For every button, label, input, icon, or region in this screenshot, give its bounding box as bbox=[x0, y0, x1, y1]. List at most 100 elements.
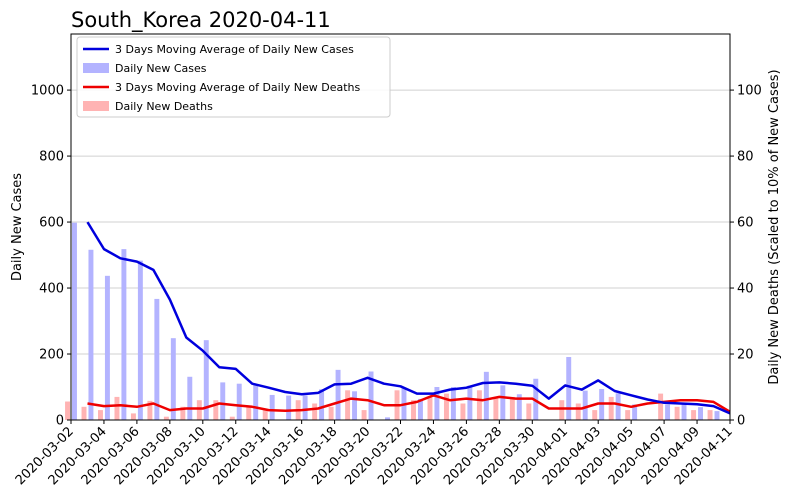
legend-label-cases: Daily New Cases bbox=[115, 62, 207, 75]
bar-daily-new-cases bbox=[253, 384, 259, 420]
bar-daily-new-cases bbox=[368, 371, 374, 420]
bar-daily-new-deaths bbox=[180, 406, 186, 420]
bar-daily-new-cases bbox=[286, 395, 292, 420]
bar-daily-new-deaths bbox=[443, 393, 449, 420]
bar-daily-new-deaths bbox=[229, 416, 235, 420]
bar-daily-new-cases bbox=[500, 385, 506, 420]
bar-daily-new-cases bbox=[582, 390, 588, 420]
bar-daily-new-deaths bbox=[411, 400, 416, 420]
legend: 3 Days Moving Average of Daily New Cases… bbox=[76, 36, 391, 118]
bar-daily-new-deaths bbox=[246, 406, 252, 420]
legend-label-deaths-ma: 3 Days Moving Average of Daily New Death… bbox=[115, 81, 361, 94]
bar-daily-new-cases bbox=[352, 391, 358, 420]
bar-daily-new-deaths bbox=[262, 410, 268, 420]
bar-daily-new-cases bbox=[187, 376, 193, 420]
bar-daily-new-deaths bbox=[559, 400, 565, 420]
bar-daily-new-deaths bbox=[509, 396, 515, 420]
bar-daily-new-cases bbox=[236, 383, 242, 420]
bar-daily-new-cases bbox=[483, 371, 489, 420]
bar-daily-new-cases bbox=[450, 387, 456, 420]
bar-daily-new-cases bbox=[665, 404, 671, 420]
bar-daily-new-cases bbox=[121, 249, 127, 420]
bar-daily-new-cases bbox=[220, 382, 226, 420]
bar-daily-new-cases bbox=[714, 411, 720, 420]
y2-axis-title: Daily New Deaths (Scaled to 10% of New C… bbox=[767, 69, 782, 384]
y-axis: 0 200 400 600 800 1000 bbox=[31, 84, 71, 429]
bar-daily-new-cases bbox=[203, 340, 209, 420]
bar-daily-new-cases bbox=[88, 249, 94, 420]
y-tick-label: 400 bbox=[39, 282, 64, 297]
bar-daily-new-deaths bbox=[427, 396, 433, 420]
y2-axis: 0 20 40 60 80 100 bbox=[730, 84, 762, 429]
bar-daily-new-cases bbox=[302, 395, 308, 420]
line-deaths-moving-average bbox=[87, 394, 731, 413]
grid bbox=[71, 89, 730, 355]
bar-daily-new-cases bbox=[615, 393, 621, 420]
bar-daily-new-deaths bbox=[625, 410, 631, 420]
bar-daily-new-cases bbox=[170, 338, 176, 420]
bar-daily-new-cases bbox=[434, 387, 440, 420]
y-tick-label: 600 bbox=[39, 216, 64, 231]
bar-daily-new-deaths bbox=[674, 406, 680, 420]
bar-daily-new-deaths bbox=[707, 410, 713, 420]
bar-daily-new-deaths bbox=[213, 400, 219, 420]
bar-daily-new-deaths bbox=[130, 413, 136, 420]
y-tick-label: 800 bbox=[39, 150, 64, 165]
y2-tick-label: 20 bbox=[737, 348, 754, 363]
y-tick-label: 0 bbox=[56, 414, 64, 429]
bar-daily-new-deaths bbox=[65, 401, 70, 420]
legend-label-cases-ma: 3 Days Moving Average of Daily New Cases bbox=[115, 43, 354, 56]
bar-daily-new-cases bbox=[269, 394, 275, 420]
bar-daily-new-deaths bbox=[460, 403, 466, 420]
bar-daily-new-cases bbox=[698, 407, 703, 420]
legend-swatch-cases bbox=[83, 63, 109, 73]
bar-daily-new-deaths bbox=[476, 390, 482, 420]
line-cases-moving-average bbox=[86, 221, 731, 415]
bar-daily-new-cases bbox=[417, 398, 423, 420]
bar-daily-new-deaths bbox=[312, 403, 318, 420]
bar-daily-new-deaths bbox=[196, 400, 202, 420]
bar-daily-new-cases bbox=[154, 298, 160, 420]
bar-daily-new-cases bbox=[72, 222, 77, 420]
bar-daily-new-deaths bbox=[114, 396, 120, 420]
bar-daily-new-cases bbox=[516, 394, 522, 420]
bar-daily-new-deaths bbox=[526, 403, 532, 420]
bar-daily-new-cases bbox=[104, 275, 110, 420]
y-tick-label: 200 bbox=[39, 348, 64, 363]
bar-daily-new-cases bbox=[137, 260, 143, 420]
bar-daily-new-cases bbox=[467, 385, 473, 420]
bar-daily-new-cases bbox=[319, 389, 325, 420]
bar-daily-new-cases bbox=[385, 417, 390, 420]
bars bbox=[65, 222, 720, 420]
bar-daily-new-cases bbox=[566, 356, 572, 420]
legend-box bbox=[76, 36, 391, 118]
bar-daily-new-deaths bbox=[608, 396, 614, 420]
y2-tick-label: 40 bbox=[737, 282, 754, 297]
bar-daily-new-deaths bbox=[163, 416, 169, 420]
bar-daily-new-deaths bbox=[361, 410, 367, 420]
bar-daily-new-deaths bbox=[98, 410, 103, 420]
bar-daily-new-cases bbox=[681, 402, 687, 420]
bar-daily-new-deaths bbox=[575, 403, 581, 420]
legend-label-deaths: Daily New Deaths bbox=[115, 100, 213, 113]
y2-tick-label: 0 bbox=[737, 414, 745, 429]
bar-daily-new-deaths bbox=[328, 406, 334, 420]
bar-daily-new-deaths bbox=[658, 393, 664, 420]
bar-daily-new-deaths bbox=[493, 396, 499, 420]
bar-daily-new-deaths bbox=[147, 400, 153, 420]
bar-daily-new-deaths bbox=[345, 390, 351, 420]
x-axis: 2020-03-022020-03-042020-03-062020-03-08… bbox=[13, 420, 736, 488]
y2-tick-label: 80 bbox=[737, 150, 754, 165]
bar-daily-new-cases bbox=[335, 369, 341, 420]
bar-daily-new-cases bbox=[632, 404, 638, 420]
bar-daily-new-deaths bbox=[81, 406, 87, 420]
bar-daily-new-deaths bbox=[691, 410, 697, 420]
y2-tick-label: 60 bbox=[737, 216, 754, 231]
y2-tick-label: 100 bbox=[737, 84, 762, 99]
bar-daily-new-deaths bbox=[592, 410, 598, 420]
y-tick-label: 1000 bbox=[31, 84, 64, 99]
chart-title: South_Korea 2020-04-11 bbox=[71, 8, 331, 33]
lines bbox=[86, 221, 731, 415]
y-axis-title: Daily New Cases bbox=[10, 173, 25, 281]
